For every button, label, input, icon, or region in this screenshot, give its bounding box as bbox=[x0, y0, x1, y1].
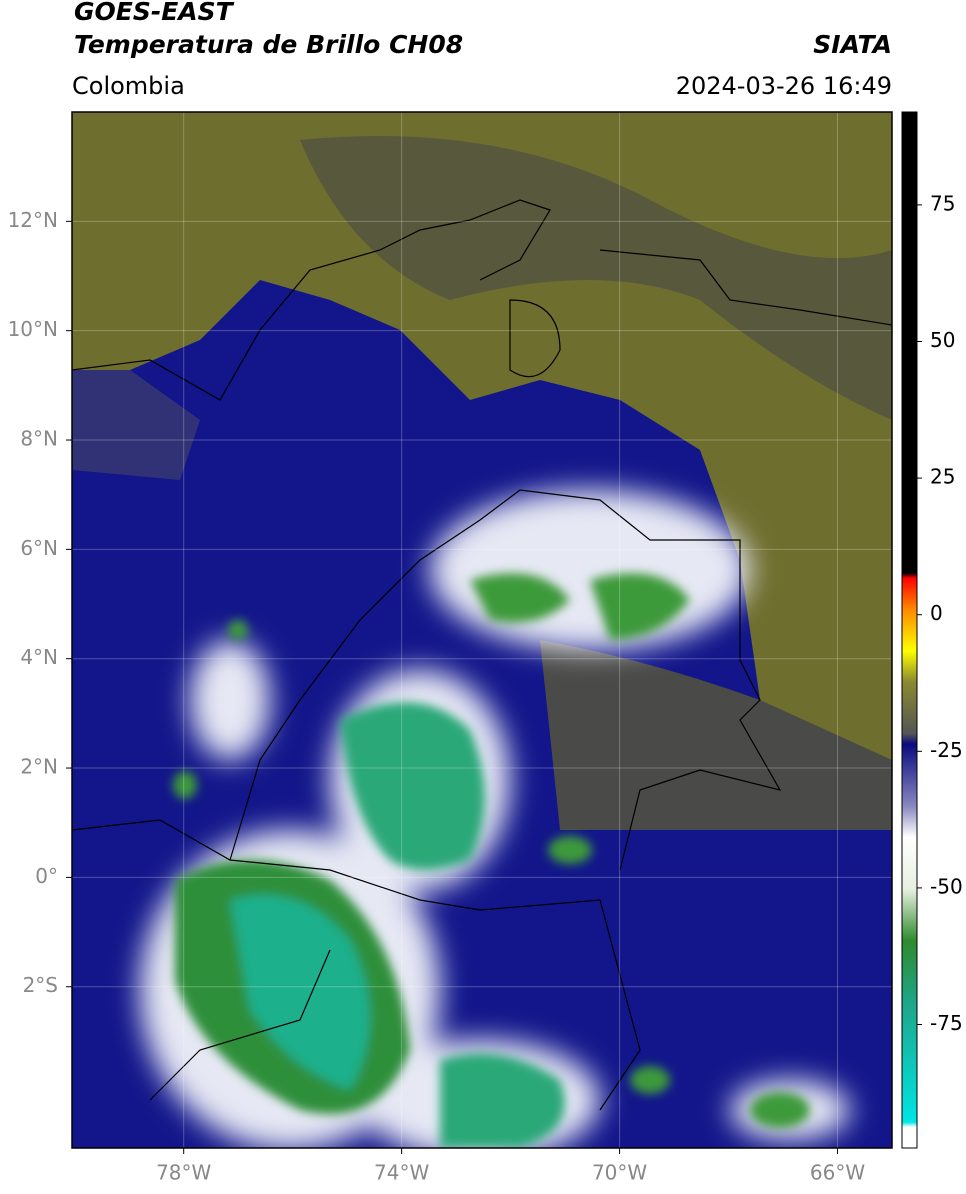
y-tick-label: 4°N bbox=[20, 645, 58, 669]
colorbar bbox=[901, 111, 918, 1149]
y-tick-label: 0° bbox=[35, 864, 58, 888]
colorbar-tick-label: 25 bbox=[930, 465, 955, 489]
y-tick-label: 6°N bbox=[20, 536, 58, 560]
y-tick-label: 12°N bbox=[8, 208, 58, 232]
x-tick-label: 70°W bbox=[592, 1161, 647, 1185]
region: Colombia bbox=[72, 72, 185, 100]
colorbar-tick-label: -25 bbox=[930, 738, 963, 762]
y-tick-label: 2°S bbox=[23, 973, 58, 997]
colorbar-ticks: 75 50 25 0 -25 -50 -75 bbox=[917, 191, 963, 1035]
colorbar-tick-label: -50 bbox=[930, 874, 963, 898]
y-tick-label: 8°N bbox=[20, 427, 58, 451]
y-tick-label: 2°N bbox=[20, 755, 58, 779]
title: GOES-EAST bbox=[74, 0, 235, 26]
x-tick-label: 78°W bbox=[156, 1161, 211, 1185]
graticule: 78°W 74°W 70°W 66°W 12°N 10°N 8°N 6°N 4°N 2°N 0° 2°… bbox=[8, 112, 892, 1185]
subtitle: Temperatura de Brillo CH08 bbox=[74, 30, 463, 59]
colorbar-tick-label: 75 bbox=[930, 191, 955, 215]
datetime: 2024-03-26 16:49 bbox=[676, 72, 892, 100]
y-tick-label: 10°N bbox=[8, 317, 58, 341]
satellite-image bbox=[72, 112, 892, 1148]
source: SIATA bbox=[813, 30, 892, 59]
map-frame bbox=[71, 111, 893, 1149]
x-tick-label: 74°W bbox=[374, 1161, 429, 1185]
colorbar-tick-label: -75 bbox=[930, 1011, 963, 1035]
colorbar-tick-label: 50 bbox=[930, 328, 955, 352]
x-tick-label: 66°W bbox=[810, 1161, 865, 1185]
colorbar-tick-label: 0 bbox=[930, 601, 943, 625]
